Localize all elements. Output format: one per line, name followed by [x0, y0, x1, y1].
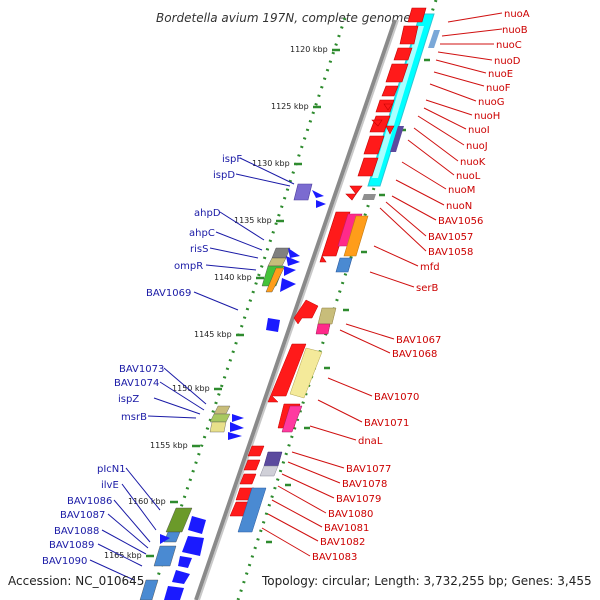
gene-label: nuoI [468, 125, 490, 136]
gene-label: BAV1078 [342, 479, 387, 490]
gene-label: BAV1073 [119, 364, 164, 375]
scale-labels: 1120 kbp 1125 kbp 1130 kbp 1135 kbp 1140… [104, 45, 328, 560]
scale-label: 1165 kbp [104, 551, 142, 560]
gene-purple [293, 183, 313, 201]
hypothetical-gene [428, 30, 440, 48]
gene-label: nuoL [456, 171, 481, 182]
inner-scale-track [148, 17, 347, 600]
scale-ticks [146, 48, 430, 558]
gene-label: nuoF [486, 83, 511, 94]
gene-label: ahpC [189, 228, 215, 239]
gene-label: BAV1070 [374, 392, 419, 403]
hypothetical-gene [390, 126, 404, 152]
forward-gene-cluster-nuo [345, 7, 427, 201]
outer-scale-track [236, 0, 438, 600]
gene-label: BAV1086 [67, 496, 112, 507]
topology-text: Topology: circular; Length: 3,732,255 bp… [262, 574, 592, 588]
left-gene-labels: ispF ispD ahpD ahpC risS ompR BAV1069 BA… [42, 154, 242, 567]
scale-label: 1125 kbp [271, 102, 309, 111]
gene-label: nuoA [504, 9, 530, 20]
gene-label: BAV1080 [328, 509, 373, 520]
scale-label: 1145 kbp [194, 330, 232, 339]
gene-label: dnaL [358, 436, 383, 447]
scale-label: 1140 kbp [214, 273, 252, 282]
gene-label: BAV1074 [114, 378, 159, 389]
rrna-operon-inner [372, 26, 424, 178]
gene-label: BAV1057 [428, 232, 473, 243]
gene-label: ispF [222, 154, 242, 165]
gene-label: nuoB [502, 25, 528, 36]
gene-label: BAV1082 [320, 537, 365, 548]
gene-label: nuoK [460, 157, 486, 168]
map-title: Bordetella avium 197N, complete genome [156, 11, 411, 25]
gene-grey [362, 194, 376, 200]
gene-label: BAV1056 [438, 216, 483, 227]
genome-backbone-shadow [198, 19, 399, 600]
forward-gene-cluster-1067 [293, 299, 337, 335]
right-gene-labels: nuoA nuoB nuoC nuoD nuoE nuoF nuoG nuoH … [312, 9, 530, 563]
gene-label: pIcN1 [97, 464, 126, 475]
scale-label: 1120 kbp [290, 45, 328, 54]
gene-label: BAV1058 [428, 247, 473, 258]
gene-label: BAV1071 [364, 418, 409, 429]
gene-label: BAV1079 [336, 494, 381, 505]
gene-label: ispZ [118, 394, 139, 405]
gene-label: nuoN [446, 201, 472, 212]
gene-label: ompR [174, 261, 203, 272]
reverse-gene-cluster-ilvE [160, 516, 206, 600]
gene-label: ahpD [194, 208, 221, 219]
genome-backbone [194, 19, 397, 600]
gene-label: serB [416, 283, 438, 294]
gene-label: nuoH [474, 111, 500, 122]
gene-label: BAV1087 [60, 510, 105, 521]
forward-gene-cluster-1077 [229, 445, 283, 533]
forward-gene-cluster-1070 [267, 343, 323, 433]
gene-label: msrB [121, 412, 147, 423]
gene-label: BAV1090 [42, 556, 87, 567]
gene-label: nuoC [496, 40, 522, 51]
gene-label: nuoG [478, 97, 505, 108]
gene-label: BAV1083 [312, 552, 357, 563]
gene-label: BAV1067 [396, 335, 441, 346]
gene-label: BAV1081 [324, 523, 369, 534]
gene-label: BAV1088 [54, 526, 99, 537]
scale-label: 1135 kbp [234, 216, 272, 225]
reverse-gene-cluster-msrB [228, 414, 244, 440]
accession-text: Accession: NC_010645 [8, 574, 145, 588]
scale-label: 1130 kbp [252, 159, 290, 168]
gene-label: BAV1069 [146, 288, 191, 299]
forward-gene-cluster-mfd [319, 211, 369, 273]
right-label-leaders [261, 12, 503, 557]
gene-label: BAV1077 [346, 464, 391, 475]
gene-label: BAV1068 [392, 349, 437, 360]
gene-label: ispD [213, 170, 235, 181]
gene-label: ilvE [101, 480, 119, 491]
multicolor-gene-cluster-ompR [261, 247, 291, 293]
gene-label: risS [190, 244, 208, 255]
gene-label: mfd [420, 262, 440, 273]
mixed-gene-cluster-ilvE [139, 507, 193, 600]
gene-label: BAV1089 [49, 540, 94, 551]
gene-label: nuoJ [466, 141, 488, 152]
reverse-gene-cluster-ahp [266, 248, 300, 332]
mixed-gene-cluster-msrB [209, 405, 231, 433]
reverse-gene-cluster-ispF [312, 190, 326, 208]
scale-label: 1160 kbp [128, 497, 166, 506]
gene-label: nuoM [448, 185, 475, 196]
gene-label: nuoD [494, 56, 521, 67]
left-label-leaders [89, 157, 295, 581]
scale-label: 1155 kbp [150, 441, 188, 450]
scale-label: 1150 kbp [172, 384, 210, 393]
gene-label: nuoE [488, 69, 513, 80]
